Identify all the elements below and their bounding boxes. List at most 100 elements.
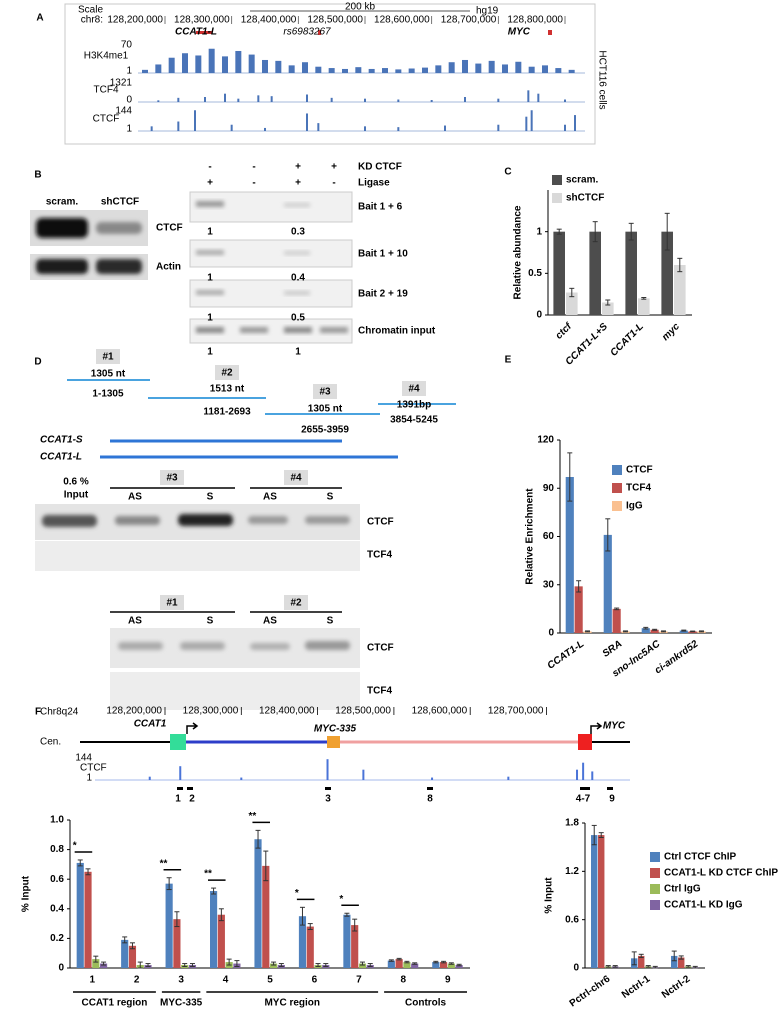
error-bar [652,965,658,969]
probe-id: #3 [166,473,178,484]
signal-bar [475,63,482,73]
x-tick-label: myc [660,321,682,343]
y-tick-label: 0 [573,963,579,974]
y-tick-label: 1 [536,226,542,237]
band [196,250,224,255]
strand-label: AS [263,616,277,627]
y-tick-label: 60 [543,531,555,542]
track-min: 1 [126,124,132,135]
condition-sign: - [252,162,255,173]
signal-bar [395,69,402,73]
fragment-id: #4 [408,384,420,395]
error-bar [671,950,677,962]
bar [589,231,601,315]
quant-label: 1 [207,347,213,358]
error-bar [388,959,394,962]
quant-label: 0.5 [291,313,305,324]
signal-bar [240,777,243,780]
scale-label: Scale [78,5,103,16]
track-name: TCF4 [94,85,119,96]
x-tick-label: ctcf [554,320,576,342]
group-label: MYC region [264,998,320,1009]
signal-bar [264,127,266,131]
strand-label: AS [128,492,142,503]
significance-label: ** [204,869,212,880]
bar [641,628,650,633]
significance-label: * [339,894,343,905]
region-marker [580,787,590,790]
tss-arrow [186,722,199,734]
error-bar [456,963,462,967]
error-bar [189,963,195,968]
band [284,203,310,207]
protein-label: CTCF [367,643,394,654]
legend-label: IgG [626,501,643,512]
error-bar [641,297,647,300]
bar [128,945,137,968]
error-bar [278,963,284,968]
signal-bar [397,127,400,131]
error-bar [174,911,180,928]
signal-bar [177,121,180,131]
band [196,201,224,207]
signal-bar [444,125,446,131]
signal-bar [306,94,308,102]
probe-id-box [160,595,184,610]
track-min: 0 [126,95,132,106]
track-name: H3K4me1 [84,51,129,62]
x-tick-label: Pctrl-chr6 [568,973,613,1009]
bar [447,963,455,968]
lane-brackets [110,487,342,613]
bar [574,586,583,633]
track-name: CTCF [80,763,107,774]
error-bar [592,221,598,243]
strand-label: S [327,492,334,503]
y-tick-label: 0.8 [50,844,64,855]
chrom-label: chr8: [81,15,103,26]
y-tick-label: 1.0 [50,815,64,826]
error-bar [255,829,261,849]
error-bar [234,960,240,968]
signal-bar [355,67,362,73]
error-bar [145,963,151,968]
band [250,643,290,650]
signal-bar [431,777,434,780]
region-label: 9 [609,794,615,805]
signal-bar [591,771,594,780]
error-bar [359,961,365,966]
fragment-length: 1305 nt [308,404,343,415]
panel-letter: C [504,167,511,178]
gene-label: rs6983267 [283,27,331,38]
legend-swatch [552,175,562,185]
bar [100,963,108,968]
error-bar [218,908,224,922]
significance-label: * [73,841,77,852]
group-label: MYC-335 [160,998,203,1009]
signal-bar [576,769,579,780]
signal-bar [150,126,153,131]
signal-bar [194,110,196,131]
region-marker [427,787,433,790]
coordinate-label: 128,700,000 [488,706,544,717]
coordinate-label: 128,400,000 [259,706,315,717]
error-bar [211,887,217,895]
signal-bar [422,67,428,73]
y-tick-label: 0.2 [50,933,64,944]
error-bar [661,630,667,633]
condition-sign: + [295,178,301,189]
signal-bar [464,97,466,102]
band [36,218,88,238]
signal-bar [237,98,240,102]
x-tick-label: SRA [601,639,625,660]
region-label: 3 [325,794,331,805]
region-marker [187,787,193,790]
signal-bar [330,97,333,102]
signal-bar [497,124,500,131]
bar [679,630,688,633]
signal-bar [222,56,228,73]
coordinate-label: 128,600,000 [412,706,468,717]
group-label: CCAT1 region [81,998,147,1009]
error-bar [605,299,611,306]
signal-bar [157,100,160,102]
